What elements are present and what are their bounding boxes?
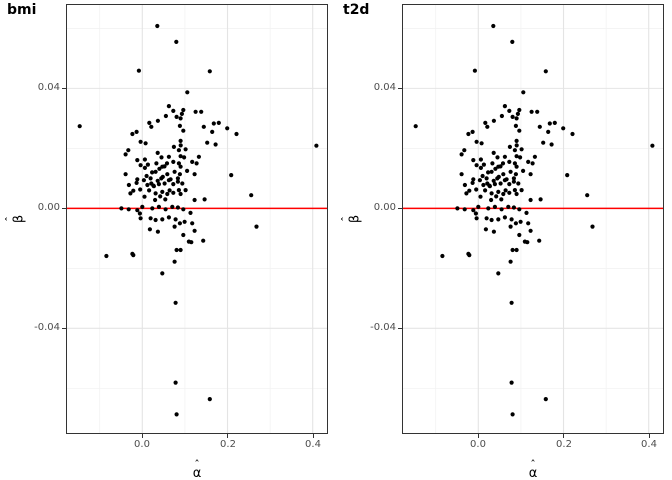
x-axis-title: ˆ α [167,453,227,480]
x-tick-label: 0.0 [470,439,486,450]
alpha-letter: α [192,466,202,480]
y-tick-mark [62,328,66,329]
beta-letter: β [11,214,27,224]
y-tick-mark [62,208,66,209]
beta-letter: β [347,214,363,224]
plot-title-bmi: bmi [7,2,37,18]
scatter-canvas [403,5,663,433]
x-axis-title: ˆ α [503,453,563,480]
y-tick-label: 0.04 [37,82,60,93]
x-tick-label: 0.0 [134,439,150,450]
x-tick-mark [227,434,228,438]
y-tick-mark [398,208,402,209]
x-tick-label: 0.2 [220,439,236,450]
plot-t2d: t2d ˆ β 0.04 0.00 -0.04 0.0 0.2 0.4 ˆ α [336,0,672,480]
plot-bmi: bmi ˆ β 0.04 0.00 -0.04 0.0 0.2 0.4 ˆ α [0,2,328,480]
beta-hat-label: ˆ β [340,214,363,224]
alpha-hat-label: ˆ α [528,458,538,480]
y-tick-label: 0.00 [373,202,396,213]
y-tick-mark [398,88,402,89]
y-tick-label: 0.00 [37,202,60,213]
plot-title-t2d: t2d [343,2,370,18]
x-tick-mark [313,434,314,438]
y-tick-label: -0.04 [34,322,60,333]
beta-hat-label: ˆ β [4,214,27,224]
y-tick-mark [62,88,66,89]
y-tick-label: 0.04 [373,82,396,93]
x-tick-mark [478,434,479,438]
hat-glyph: ˆ [194,458,200,471]
x-tick-label: 0.2 [556,439,572,450]
y-axis-title: ˆ β [335,214,363,224]
scatter-canvas [67,5,327,433]
x-tick-label: 0.4 [641,439,657,450]
y-axis-title: ˆ β [0,214,27,224]
x-tick-mark [142,434,143,438]
panel-area [402,4,664,434]
x-tick-label: 0.4 [305,439,321,450]
hat-glyph: ˆ [530,458,536,471]
alpha-hat-label: ˆ α [192,458,202,480]
panel-area [66,4,328,434]
alpha-letter: α [528,466,538,480]
x-tick-mark [649,434,650,438]
x-tick-mark [563,434,564,438]
y-tick-mark [398,328,402,329]
y-tick-label: -0.04 [370,322,396,333]
